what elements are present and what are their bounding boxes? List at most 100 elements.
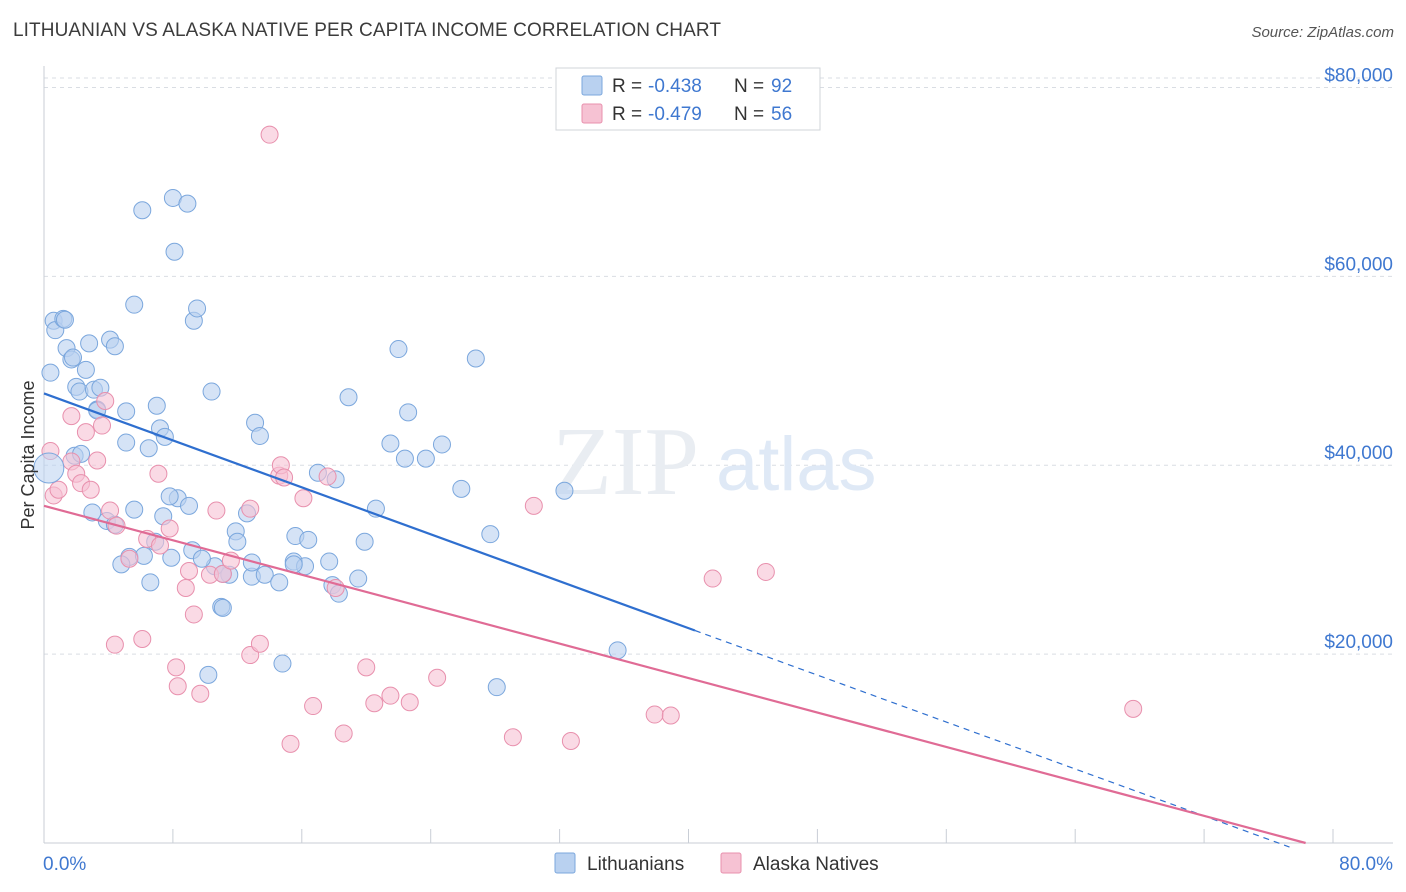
x-tick-label: 80.0%: [1339, 854, 1393, 875]
lithuanian-point: [250, 426, 269, 445]
lithuanian-point: [55, 310, 74, 329]
lithuanian-point: [165, 242, 184, 261]
lithuanian-point: [608, 641, 627, 660]
lithuanian-point: [202, 382, 221, 401]
lithuanian-point: [192, 549, 211, 568]
alaska-native-point: [62, 407, 81, 426]
alaska-native-point: [168, 677, 187, 696]
lithuanian-point: [80, 334, 99, 353]
lithuanian-point: [349, 569, 368, 588]
alaska-native-point: [365, 694, 384, 713]
lithuanian-point: [33, 452, 65, 484]
alaska-native-point: [180, 562, 199, 580]
lithuanian-point: [299, 530, 318, 549]
lithuanian-point: [133, 201, 152, 220]
alaska-native-point: [400, 693, 419, 712]
watermark-atlas: atlas: [716, 422, 877, 507]
stats-legend: R = -0.438 N = 92 R = -0.479 N = 56: [555, 67, 821, 131]
legend-r-label: R =: [612, 76, 642, 97]
alaska-native-point: [133, 630, 152, 648]
lithuanian-point: [64, 348, 83, 367]
series-legend-swatch-alaska-natives: [720, 852, 742, 874]
lithuanian-point: [432, 435, 451, 454]
series-legend-lithuanians: Lithuanians: [587, 854, 684, 875]
alaska-native-trend-line: [43, 504, 1306, 845]
alaska-native-point: [250, 634, 269, 653]
alaska-native-point: [101, 501, 120, 520]
lithuanian-point: [199, 665, 218, 684]
alaska-native-point: [428, 668, 447, 687]
lithuanian-point: [355, 532, 374, 551]
alaska-native-point: [503, 728, 522, 747]
y-tick-label: $40,000: [1324, 443, 1393, 464]
alaska-native-point: [160, 519, 179, 538]
lithuanian-point: [399, 403, 418, 422]
legend-n-label: N =: [734, 104, 764, 125]
lithuanian-point: [416, 449, 435, 468]
alaska-native-point: [756, 562, 775, 581]
axis-labels: $20,000 $40,000 $60,000 $80,000 0.0% 80.0% Per…: [18, 65, 1393, 875]
legend-swatch-alaska-natives: [581, 103, 603, 124]
data-points: [33, 125, 1143, 753]
legend-r-value: -0.479: [648, 104, 702, 125]
chart-title: LITHUANIAN VS ALASKA NATIVE PER CAPITA I…: [13, 20, 722, 41]
lithuanian-point: [389, 340, 408, 359]
lithuanian-point: [139, 439, 158, 458]
lithuanian-point: [395, 449, 414, 468]
legend-n-value: 56: [771, 104, 792, 125]
lithuanian-point: [147, 396, 166, 415]
legend-n-label: N =: [734, 76, 764, 97]
alaska-native-point: [88, 451, 107, 470]
lithuanian-point: [125, 500, 144, 519]
alaska-native-point: [661, 706, 680, 725]
alaska-native-point: [561, 732, 580, 750]
lithuanian-point: [141, 573, 160, 592]
lithuanian-point: [255, 565, 274, 584]
lithuanian-point: [162, 548, 181, 567]
lithuanian-point: [105, 337, 124, 356]
x-tick-label: 0.0%: [43, 854, 86, 875]
alaska-native-point: [703, 569, 722, 588]
trend-lines: [43, 392, 1306, 848]
y-tick-label: $80,000: [1324, 65, 1393, 86]
alaska-native-point: [304, 697, 323, 716]
lithuanian-point: [466, 349, 485, 368]
alaska-native-point: [81, 480, 100, 499]
lithuanian-point: [76, 360, 95, 379]
watermark-zip: ZIP: [552, 408, 699, 516]
lithuanian-point: [381, 434, 400, 453]
legend-swatch-lithuanians: [581, 75, 603, 96]
lithuanian-point: [41, 363, 60, 382]
alaska-native-point: [294, 489, 313, 508]
lithuanian-point: [180, 496, 199, 515]
alaska-native-point: [167, 658, 186, 677]
lithuanian-trend-line: [43, 392, 696, 632]
lithuanian-point: [339, 388, 358, 407]
alaska-native-point: [120, 549, 139, 568]
alaska-native-point: [207, 501, 226, 520]
alaska-native-point: [184, 605, 203, 624]
alaska-native-point: [357, 658, 376, 677]
alaska-native-point: [93, 416, 112, 435]
series-legend-alaska-natives: Alaska Natives: [753, 854, 879, 875]
lithuanian-point: [178, 194, 197, 213]
lithuanian-point: [117, 402, 136, 421]
watermark: ZIP atlas: [552, 408, 877, 516]
source-credit: Source: ZipAtlas.com: [1251, 24, 1394, 41]
alaska-native-point: [281, 734, 300, 753]
alaska-native-point: [1124, 699, 1143, 718]
series-legend-swatch-lithuanians: [554, 852, 576, 874]
alaska-native-point: [176, 579, 195, 597]
lithuanian-point: [555, 481, 574, 500]
alaska-native-point: [524, 496, 543, 515]
alaska-native-point: [381, 686, 400, 705]
legend-r-label: R =: [612, 104, 642, 125]
alaska-native-point: [241, 499, 260, 518]
lithuanian-point: [117, 433, 136, 452]
legend-n-value: 92: [771, 76, 792, 97]
alaska-native-point: [645, 705, 664, 724]
lithuanian-point: [487, 678, 506, 697]
lithuanian-point: [273, 654, 292, 673]
alaska-native-point: [260, 125, 279, 144]
